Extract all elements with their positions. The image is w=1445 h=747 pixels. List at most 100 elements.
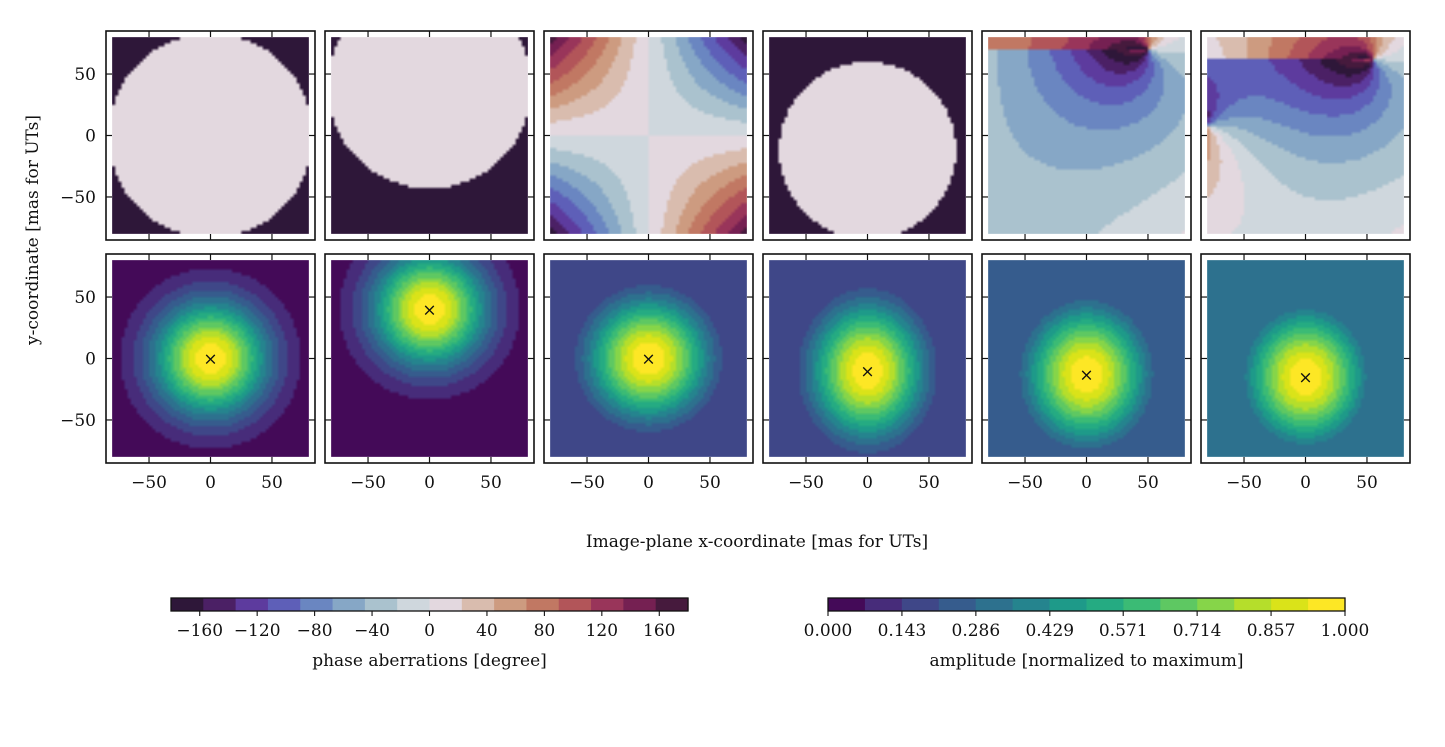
colorbar-tick-label: 40 <box>476 621 498 641</box>
colorbar-frame <box>827 597 1346 612</box>
heatmap-image <box>769 37 966 234</box>
colorbar-segment <box>1160 598 1198 611</box>
colorbar-segment <box>235 598 269 611</box>
phase-panel-5 <box>981 30 1192 241</box>
colorbars: −160 −120 −80 −40 0 40 80 120 160 phase aberratio… <box>170 597 1370 671</box>
panels-grid: −50 0 50 −50 0 50 −50 0 50 × −50 0 50 × −50 0 50 × −50 0 50 ×… <box>60 30 1411 493</box>
x-tick-label: 0 <box>862 473 873 493</box>
colorbar-segment <box>1012 598 1051 611</box>
colorbar-tick-label: 1.000 <box>1321 621 1370 641</box>
phase-panel-6 <box>1200 30 1411 241</box>
colorbar-segment <box>1271 598 1309 611</box>
amplitude-panel-1: −50 0 50 −50 0 50 × <box>60 253 316 493</box>
colorbar-tick-label: −160 <box>176 621 223 641</box>
heatmap-image <box>550 37 747 234</box>
colorbar-segment <box>938 598 977 611</box>
colorbar-tick-label: 0.000 <box>804 621 853 641</box>
colorbar-segment <box>975 598 1014 611</box>
x-tick-label: 0 <box>424 473 435 493</box>
heatmap-image <box>112 260 309 457</box>
heatmap-image <box>988 37 1185 234</box>
x-tick-label: 50 <box>1356 473 1378 493</box>
colorbar-segment <box>203 598 237 611</box>
x-tick-label: 0 <box>643 473 654 493</box>
x-tick-label: −50 <box>569 473 605 493</box>
peak-marker: × <box>641 350 655 370</box>
phase-colorbar: −160 −120 −80 −40 0 40 80 120 160 phase aberratio… <box>170 597 689 671</box>
colorbar-tick-label: 0.714 <box>1173 621 1222 641</box>
colorbar-segment <box>494 598 528 611</box>
y-tick-label: 0 <box>85 350 96 370</box>
x-tick-label: −50 <box>1007 473 1043 493</box>
heatmap-image <box>1207 260 1404 457</box>
colorbar-segment <box>171 598 204 611</box>
phase-panel-3 <box>543 30 754 241</box>
peak-marker: × <box>860 362 874 382</box>
y-tick-label: −50 <box>60 188 96 208</box>
colorbar-label: amplitude [normalized to maximum] <box>929 651 1243 671</box>
colorbar-tick-label: 80 <box>534 621 556 641</box>
peak-marker: × <box>1079 365 1093 385</box>
colorbar-segment <box>828 598 866 611</box>
heatmap-image <box>769 260 966 457</box>
colorbar-segment <box>591 598 624 611</box>
heatmap-image <box>331 37 528 234</box>
colorbar-tick-label: 120 <box>586 621 618 641</box>
heatmap-image <box>112 37 309 234</box>
y-tick-label: −50 <box>60 411 96 431</box>
colorbar-segment <box>364 598 398 611</box>
x-tick-label: 0 <box>205 473 216 493</box>
colorbar-segment <box>1308 598 1346 611</box>
colorbar-tick-label: 0.143 <box>878 621 927 641</box>
colorbar-segment <box>397 598 431 611</box>
y-tick-label: 0 <box>85 127 96 147</box>
colorbar-segment <box>864 598 903 611</box>
x-axis-label: Image-plane x-coordinate [mas for UTs] <box>586 532 928 552</box>
x-tick-label: −50 <box>350 473 386 493</box>
phase-panel-2 <box>324 30 535 241</box>
colorbar-segment <box>655 598 689 611</box>
colorbar-segment <box>429 598 463 611</box>
colorbar-segment <box>1123 598 1161 611</box>
colorbar-tick-label: 0 <box>424 621 435 641</box>
colorbar-segment <box>1234 598 1272 611</box>
x-tick-label: −50 <box>131 473 167 493</box>
x-tick-label: −50 <box>1226 473 1262 493</box>
axis-labels: Image-plane x-coordinate [mas for UTs] y… <box>23 115 928 552</box>
colorbar-segment <box>623 598 657 611</box>
amplitude-colorbar: 0.000 0.143 0.286 0.429 0.571 0.714 0.857 1.000… <box>804 597 1370 671</box>
x-tick-label: 50 <box>480 473 502 493</box>
amplitude-panel-2: −50 0 50 × <box>324 253 535 493</box>
colorbar-tick-label: 0.286 <box>952 621 1001 641</box>
heatmap-image <box>331 260 528 457</box>
colorbar-tick-label: −40 <box>354 621 390 641</box>
x-tick-label: 50 <box>261 473 283 493</box>
colorbar-tick-label: 0.571 <box>1099 621 1148 641</box>
amplitude-panel-6: −50 0 50 × <box>1200 253 1411 493</box>
peak-marker: × <box>1298 368 1312 388</box>
colorbar-segment <box>267 598 301 611</box>
colorbar-segment <box>461 598 495 611</box>
x-tick-label: 50 <box>918 473 940 493</box>
x-tick-label: 50 <box>1137 473 1159 493</box>
phase-panel-1: −50 0 50 <box>60 30 316 241</box>
peak-marker: × <box>203 350 217 370</box>
colorbar-segment <box>1049 598 1088 611</box>
colorbar-segment <box>901 598 940 611</box>
x-tick-label: 0 <box>1081 473 1092 493</box>
colorbar-label: phase aberrations [degree] <box>312 651 547 671</box>
peak-marker: × <box>422 300 436 320</box>
y-tick-label: 50 <box>74 288 96 308</box>
phase-panel-4 <box>762 30 973 241</box>
colorbar-segment <box>300 598 334 611</box>
x-tick-label: 50 <box>699 473 721 493</box>
x-tick-label: 0 <box>1300 473 1311 493</box>
colorbar-tick-label: 0.429 <box>1025 621 1074 641</box>
heatmap-image <box>1207 37 1404 234</box>
amplitude-panel-5: −50 0 50 × <box>981 253 1192 493</box>
colorbar-segment <box>1197 598 1235 611</box>
colorbar-segment <box>558 598 592 611</box>
y-axis-label: y-coordinate [mas for UTs] <box>23 115 43 346</box>
colorbar-tick-label: 0.857 <box>1247 621 1296 641</box>
